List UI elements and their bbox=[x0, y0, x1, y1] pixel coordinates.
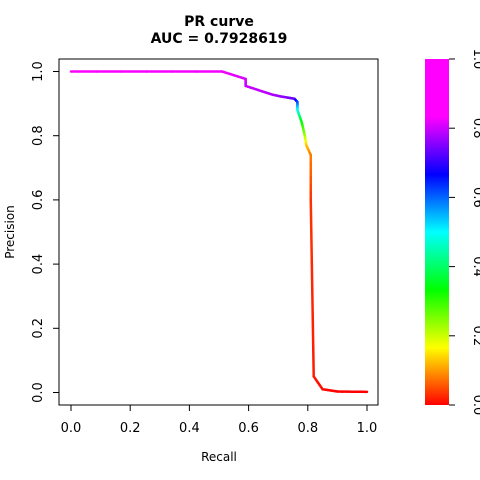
colorbar bbox=[425, 59, 449, 405]
x-tick-label: 0.2 bbox=[120, 421, 141, 436]
colorbar-tick-label: 0.4 bbox=[470, 256, 480, 277]
colorbar-tick-label: 1.0 bbox=[470, 49, 480, 70]
y-tick-label: 0.2 bbox=[31, 318, 46, 339]
x-tick-label: 0.4 bbox=[179, 421, 200, 436]
y-tick-label: 0.4 bbox=[31, 254, 46, 275]
x-tick-label: 0.8 bbox=[297, 421, 318, 436]
y-tick-label: 0.0 bbox=[31, 382, 46, 403]
x-axis: 0.0 0.2 0.4 0.6 0.8 1.0 bbox=[61, 405, 378, 436]
y-axis: 0.0 0.2 0.4 0.6 0.8 1.0 bbox=[31, 61, 59, 403]
colorbar-tick-label: 0.8 bbox=[470, 118, 480, 139]
plot-frame bbox=[58, 58, 379, 406]
chart-subtitle: AUC = 0.7928619 bbox=[151, 31, 288, 47]
y-tick-label: 0.8 bbox=[31, 125, 46, 146]
colorbar-tick-label: 0.0 bbox=[470, 395, 480, 416]
pr-curve-line bbox=[69, 70, 369, 394]
y-tick-label: 0.6 bbox=[31, 190, 46, 211]
x-tick-label: 1.0 bbox=[357, 421, 378, 436]
x-tick-label: 0.0 bbox=[61, 421, 82, 436]
colorbar-axis: 0.0 0.2 0.4 0.6 0.8 1.0 bbox=[449, 49, 480, 416]
y-axis-label: Precision bbox=[3, 205, 17, 259]
x-axis-label: Recall bbox=[201, 450, 237, 464]
chart-title: PR curve bbox=[184, 14, 254, 30]
colorbar-tick-label: 0.2 bbox=[470, 325, 480, 346]
colorbar-tick-label: 0.6 bbox=[470, 187, 480, 208]
x-tick-label: 0.6 bbox=[238, 421, 259, 436]
y-tick-label: 1.0 bbox=[31, 61, 46, 82]
